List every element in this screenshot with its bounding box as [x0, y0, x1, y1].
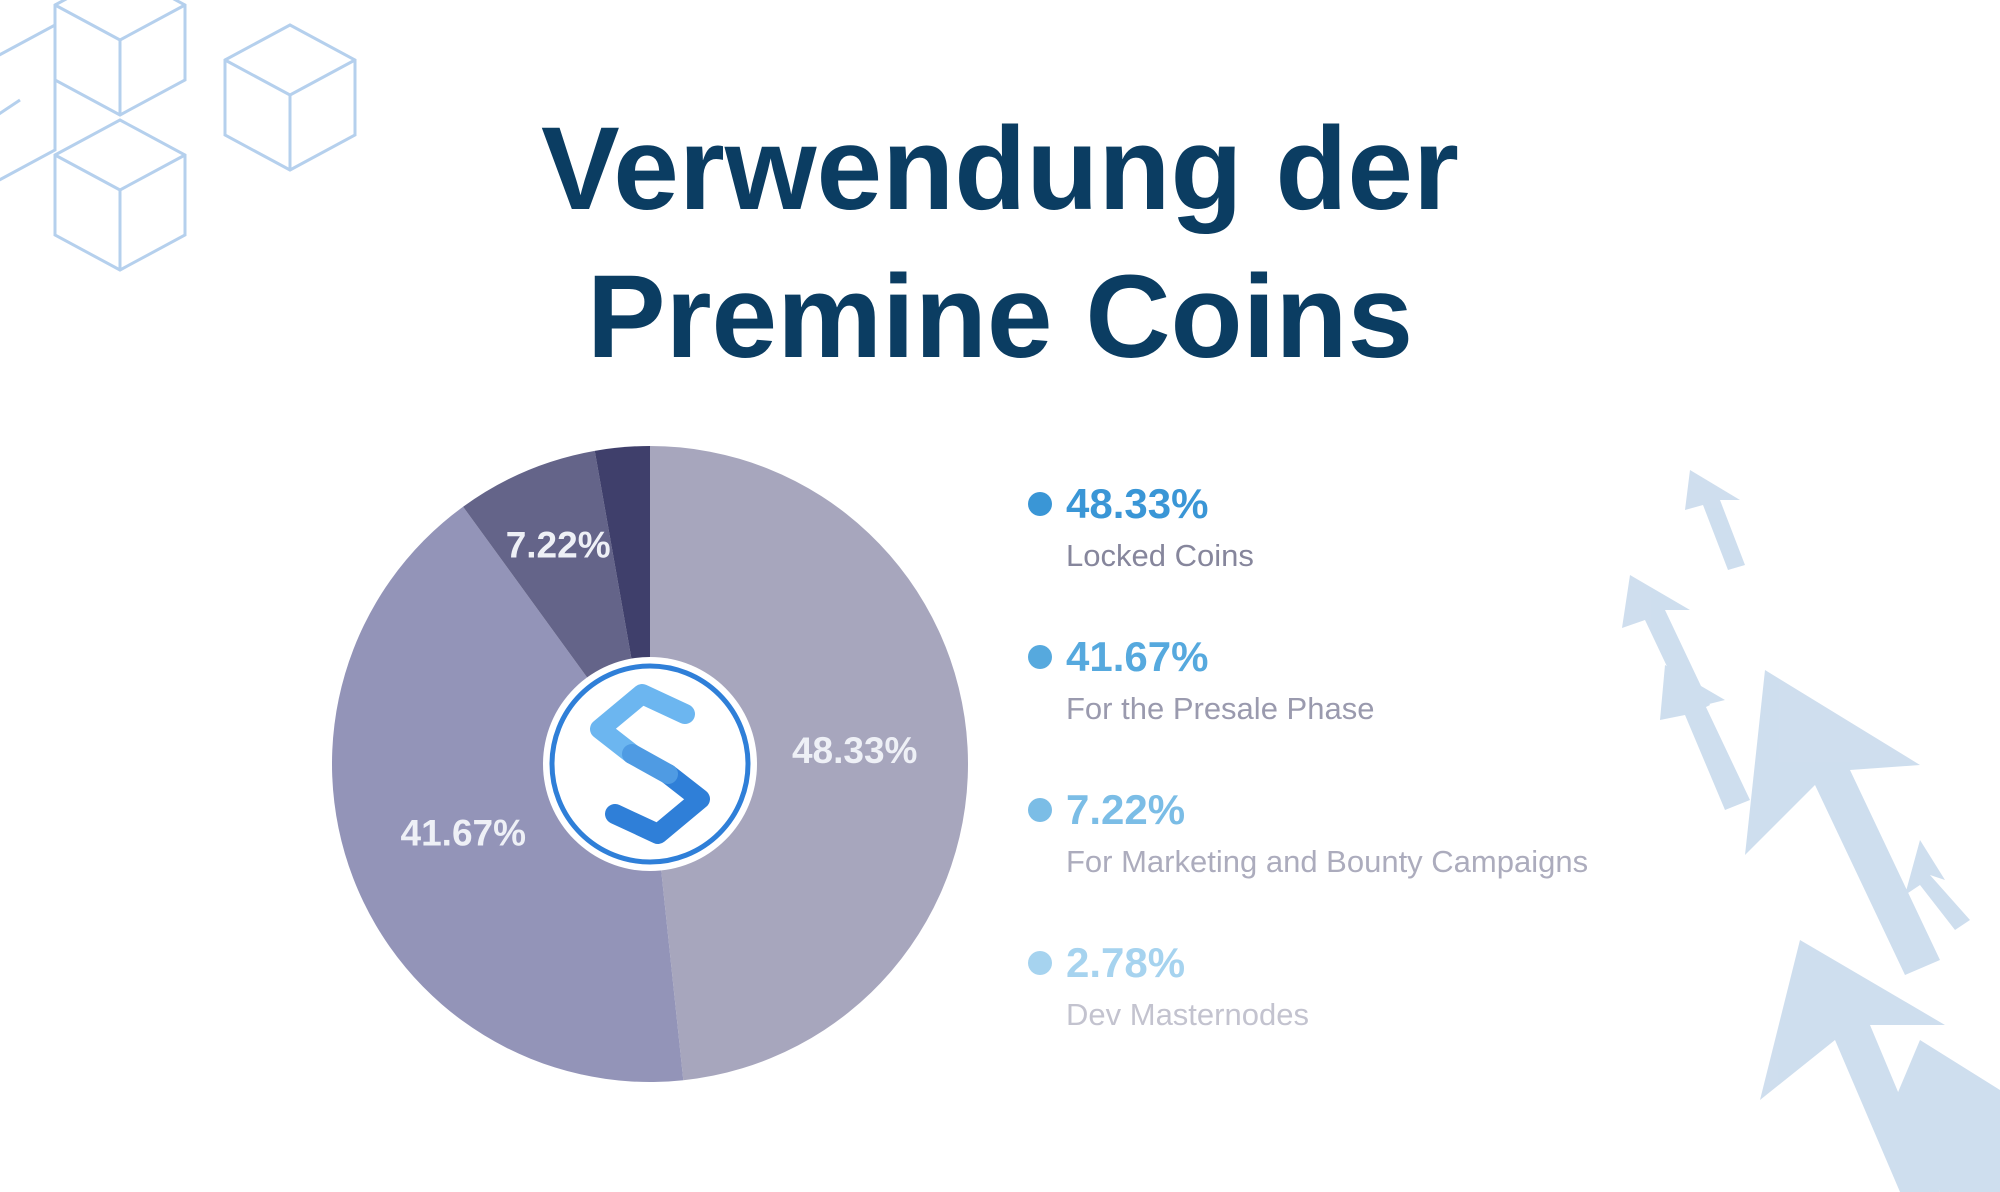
pie-slices	[332, 446, 968, 1082]
pie-slice	[332, 506, 684, 1082]
title-line-2: Premine Coins	[586, 251, 1414, 383]
pie-slice-label: 41.67%	[401, 812, 526, 853]
pie-slice	[650, 446, 968, 1081]
legend-label: For Marketing and Bounty Campaigns	[1066, 844, 1589, 879]
legend-label: Dev Masternodes	[1066, 997, 1309, 1032]
legend-percentage: 7.22%	[1066, 786, 1186, 833]
legend-percentage: 48.33%	[1066, 480, 1209, 527]
pie-slice-labels: 48.33% 41.67% 7.22%	[401, 524, 918, 853]
coin-logo-icon	[543, 657, 757, 871]
pie-slice-label: 48.33%	[792, 730, 918, 771]
page-title: Verwendung der Premine Coins	[0, 95, 2000, 391]
legend-dot-icon	[1028, 645, 1052, 669]
legend-percentage: 2.78%	[1066, 939, 1186, 986]
title-line-1: Verwendung der	[541, 103, 1459, 235]
legend-label: For the Presale Phase	[1066, 691, 1375, 726]
legend-dot-icon	[1028, 492, 1052, 516]
legend-percentage: 41.67%	[1066, 633, 1209, 680]
pie-slice-label: 7.22%	[506, 524, 611, 565]
cube-pattern-decoration	[0, 0, 357, 272]
pie-chart: 48.33% 41.67% 7.22%	[332, 446, 968, 1082]
arrows-decoration	[1622, 470, 2000, 1192]
legend-label: Locked Coins	[1066, 538, 1254, 573]
legend-dot-icon	[1028, 951, 1052, 975]
legend-dot-icon	[1028, 798, 1052, 822]
